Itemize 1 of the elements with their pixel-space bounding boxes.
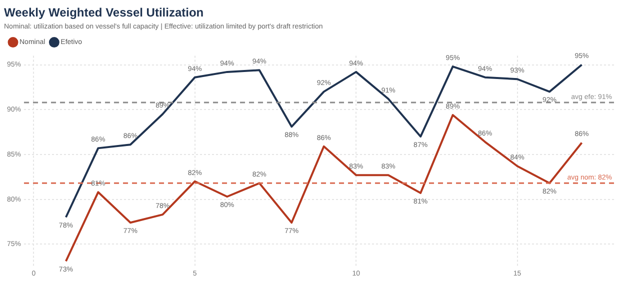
chart-title: Weekly Weighted Vessel Utilization xyxy=(4,6,204,20)
